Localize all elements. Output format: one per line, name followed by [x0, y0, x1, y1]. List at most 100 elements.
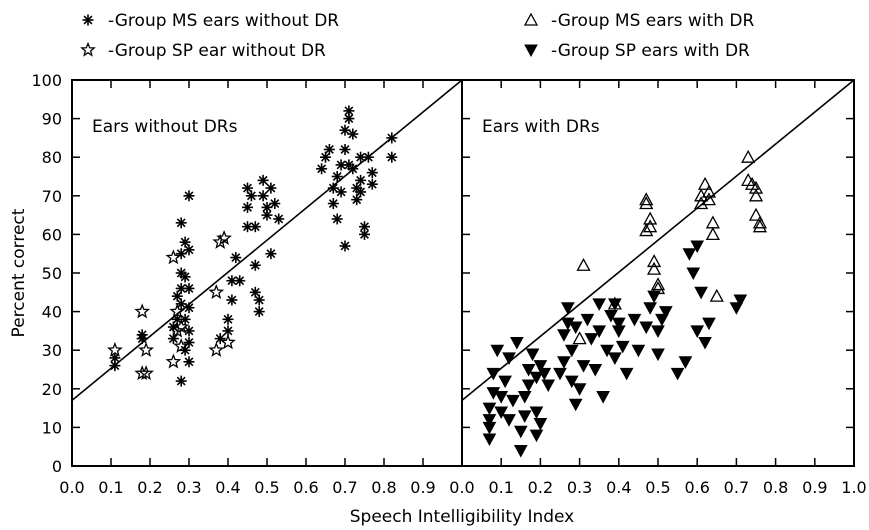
y-tick-label: 90 [42, 110, 62, 129]
data-point-triangle-down-filled [627, 313, 642, 327]
data-point-triangle-down-filled [506, 394, 520, 408]
reference-line [71, 79, 463, 401]
data-point-asterisk [171, 290, 183, 302]
data-point-triangle-open [709, 288, 724, 302]
data-point-triangle-down-filled [588, 364, 603, 377]
data-point-triangle-down-filled [604, 309, 618, 323]
data-point-asterisk [331, 171, 343, 182]
star-icon [80, 41, 96, 57]
data-point-triangle-down-filled [537, 367, 552, 381]
data-point-asterisk [175, 375, 187, 387]
data-point-asterisk [183, 325, 195, 337]
data-point-triangle-down-filled [658, 306, 673, 319]
data-point-triangle-down-filled [698, 336, 712, 350]
x-tick-label: 0.6 [293, 478, 318, 497]
data-point-triangle-down-filled [596, 391, 610, 404]
axis-ticks: 0 10 20 30 40 50 60 70 80 90 100 0.0 0.1 0.2 0.3 0.4 0.5… [31, 71, 866, 497]
data-point-triangle-down-filled [541, 379, 556, 392]
data-point-asterisk [249, 221, 261, 233]
data-point-asterisk [343, 113, 355, 125]
data-point-asterisk [331, 213, 343, 225]
x-tick-label: 0.2 [528, 478, 553, 497]
data-point-star-open [138, 365, 154, 381]
data-point-asterisk [347, 163, 359, 175]
data-point-triangle-down-filled [647, 290, 661, 304]
data-point-star-open [220, 334, 236, 350]
data-point-asterisk [183, 190, 195, 202]
data-point-triangle-down-filled [690, 325, 705, 338]
data-point-triangle-down-filled [733, 294, 748, 308]
data-point-asterisk [253, 294, 265, 306]
data-point-asterisk [222, 325, 234, 337]
data-point-asterisk [183, 356, 195, 368]
data-point-asterisk [355, 151, 367, 163]
data-point-star-open [107, 341, 123, 357]
data-point-triangle-open [639, 192, 654, 206]
data-point-triangle-down-filled [517, 391, 532, 404]
data-point-triangle-down-filled [494, 406, 509, 420]
data-point-triangle-down-filled [557, 329, 571, 342]
x-tick-label: 0.7 [724, 478, 749, 497]
data-point-triangle-down-filled [576, 360, 591, 373]
data-point-triangle-open [705, 227, 720, 241]
legend-marker [524, 44, 538, 58]
y-tick-label: 50 [42, 264, 62, 283]
data-point-star-open [169, 303, 186, 319]
data-point-asterisk [183, 302, 195, 314]
x-tick-label: 0.3 [567, 478, 592, 497]
data-point-asterisk [335, 186, 347, 198]
data-point-triangle-down-filled [702, 317, 716, 331]
legend-marker [82, 14, 94, 26]
data-point-asterisk [355, 186, 367, 198]
y-tick-label: 30 [42, 341, 62, 360]
x-tick-label: 0.1 [488, 478, 513, 497]
data-point-triangle-down-filled [682, 248, 697, 261]
data-point-triangle-down-filled [521, 379, 536, 392]
data-point-triangle-down-filled [502, 352, 516, 365]
data-point-triangle-down-filled [494, 391, 509, 404]
data-point-triangle-down-filled [533, 360, 548, 373]
data-point-triangle-down-filled [513, 425, 528, 439]
y-tick-label: 40 [42, 303, 62, 322]
data-point-triangle-open [697, 176, 713, 190]
data-point-triangle-down-filled [525, 348, 540, 362]
data-point-triangle-down-filled [690, 240, 705, 254]
data-point-asterisk [179, 271, 191, 283]
data-point-asterisk [339, 240, 351, 252]
x-tick-label: 0.8 [763, 478, 788, 497]
data-point-asterisk [386, 151, 398, 163]
data-point-asterisk [327, 182, 339, 194]
data-point-asterisk [362, 151, 374, 163]
data-point-asterisk [386, 132, 398, 144]
x-tick-label: 0.0 [449, 478, 474, 497]
data-point-asterisk [265, 248, 277, 260]
data-point-asterisk [351, 194, 363, 206]
data-point-asterisk [339, 124, 351, 136]
data-point-asterisk [230, 252, 242, 264]
asterisk-icon [82, 14, 94, 26]
data-point-asterisk [316, 163, 328, 175]
data-point-triangle-down-filled [651, 325, 665, 338]
triangle-down-icon [524, 44, 538, 58]
data-point-triangle-down-filled [529, 406, 544, 420]
data-point-triangle-down-filled [564, 375, 579, 389]
y-tick-label: 0 [52, 457, 62, 476]
legend-label: -Group MS ears without DR [108, 11, 339, 31]
data-point-triangle-down-filled [529, 371, 544, 385]
data-point-star-open [134, 303, 151, 319]
data-point-triangle-open [643, 219, 658, 233]
data-point-triangle-down-filled [560, 302, 575, 315]
data-point-asterisk [226, 294, 238, 306]
data-point-triangle-down-filled [592, 325, 607, 338]
x-tick-label: 1.0 [841, 478, 866, 497]
data-point-star-open [165, 249, 182, 265]
data-point-triangle-open [639, 223, 654, 237]
x-tick-label: 0.1 [98, 478, 123, 497]
legend-label: -Group SP ears with DR [551, 41, 750, 61]
data-point-triangle-open [646, 261, 662, 275]
data-point-asterisk [359, 228, 370, 240]
data-point-triangle-down-filled [651, 348, 665, 362]
data-point-triangle-down-filled [490, 344, 505, 358]
data-point-asterisk [253, 306, 265, 318]
x-tick-label: 0.5 [254, 478, 279, 497]
